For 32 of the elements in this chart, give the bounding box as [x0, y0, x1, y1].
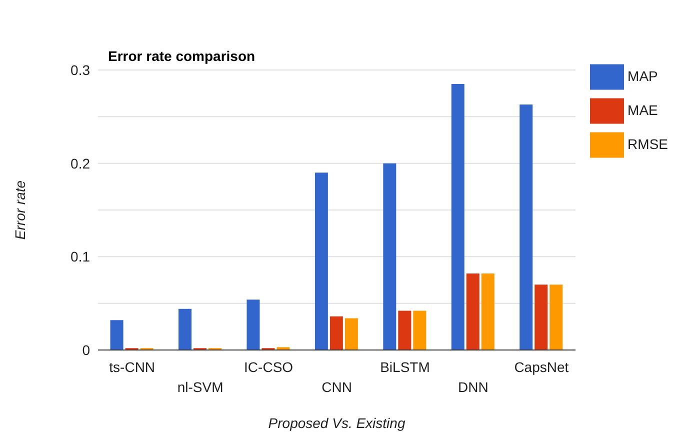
x-tick-label: IC-CSO — [244, 359, 294, 375]
x-tick-label: CapsNet — [514, 359, 569, 375]
x-tick-label: ts-CNN — [109, 359, 156, 375]
legend-label: MAP — [628, 68, 658, 84]
bar — [246, 300, 260, 350]
bar — [314, 172, 328, 350]
y-tick-label: 0.2 — [70, 155, 90, 172]
bar — [520, 104, 533, 350]
bar — [466, 273, 480, 350]
x-tick-label: DNN — [458, 379, 488, 395]
bar — [534, 284, 548, 350]
bar — [178, 308, 192, 350]
bar — [550, 284, 563, 350]
chart-title: Error rate comparison — [108, 48, 256, 64]
y-tick-label: 0.3 — [70, 62, 90, 78]
x-tick-label: nl-SVM — [177, 379, 224, 395]
x-tick-label: CNN — [322, 379, 352, 395]
bar — [383, 163, 396, 350]
y-tick-label: 0 — [82, 342, 90, 358]
bar — [481, 273, 494, 350]
bar — [451, 84, 464, 350]
bar — [330, 316, 343, 350]
bar — [413, 310, 426, 350]
legend-label: MAE — [628, 102, 658, 118]
bar — [344, 318, 358, 350]
x-tick-label: BiLSTM — [380, 359, 430, 375]
bar — [398, 310, 412, 350]
y-tick-label: 0.1 — [70, 248, 90, 265]
x-axis-title: Proposed Vs. Existing — [268, 415, 406, 431]
y-axis-title: Error rate — [12, 180, 28, 240]
legend-label: RMSE — [628, 136, 668, 152]
bar — [110, 320, 124, 350]
